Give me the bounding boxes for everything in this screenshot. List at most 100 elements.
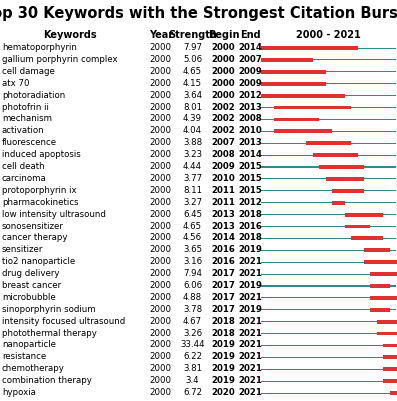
- Bar: [384, 367, 397, 371]
- Text: 2017: 2017: [212, 305, 235, 314]
- Bar: [261, 226, 396, 227]
- Text: 2000: 2000: [150, 67, 172, 76]
- Bar: [261, 143, 396, 144]
- Text: 2019: 2019: [238, 281, 262, 290]
- Text: 2009: 2009: [238, 67, 262, 76]
- Text: 3.88: 3.88: [183, 138, 202, 147]
- Text: 2021: 2021: [238, 269, 262, 278]
- Text: 2020: 2020: [212, 388, 235, 397]
- Text: Year: Year: [149, 30, 173, 40]
- Bar: [261, 178, 396, 179]
- Text: 3.78: 3.78: [183, 305, 202, 314]
- Bar: [384, 379, 397, 383]
- Text: 2014: 2014: [212, 233, 235, 242]
- Text: 4.65: 4.65: [183, 221, 202, 231]
- Text: 2000: 2000: [150, 221, 172, 231]
- Text: 2014: 2014: [238, 43, 262, 52]
- Text: 2014: 2014: [238, 150, 262, 159]
- Text: 2000: 2000: [150, 186, 172, 195]
- Text: mechanism: mechanism: [2, 114, 52, 124]
- Bar: [261, 119, 396, 120]
- Text: 2002: 2002: [212, 126, 235, 135]
- Bar: [345, 225, 370, 229]
- Text: 2000: 2000: [212, 79, 235, 88]
- Text: 6.72: 6.72: [183, 388, 202, 397]
- Text: 4.39: 4.39: [183, 114, 202, 124]
- Bar: [261, 345, 396, 346]
- Bar: [261, 238, 396, 239]
- Text: 2013: 2013: [238, 138, 262, 147]
- Text: 3.65: 3.65: [183, 245, 202, 254]
- Bar: [261, 321, 396, 322]
- Text: 2000: 2000: [150, 376, 172, 385]
- Text: 4.67: 4.67: [183, 317, 202, 326]
- Text: 2000: 2000: [150, 364, 172, 373]
- Bar: [261, 95, 396, 96]
- Text: 2019: 2019: [238, 245, 262, 254]
- Text: 2000: 2000: [212, 55, 235, 64]
- Text: 6.06: 6.06: [183, 281, 202, 290]
- Text: 8.01: 8.01: [183, 103, 202, 111]
- Text: 4.15: 4.15: [183, 79, 202, 88]
- Bar: [326, 177, 364, 181]
- Bar: [261, 369, 396, 370]
- Bar: [261, 131, 396, 132]
- Text: 2000: 2000: [150, 43, 172, 52]
- Text: combination therapy: combination therapy: [2, 376, 92, 385]
- Text: 3.81: 3.81: [183, 364, 202, 373]
- Text: 2000: 2000: [150, 352, 172, 361]
- Text: sensitizer: sensitizer: [2, 245, 43, 254]
- Text: 2000: 2000: [150, 198, 172, 207]
- Text: 2009: 2009: [238, 79, 262, 88]
- Text: 2007: 2007: [212, 138, 235, 147]
- Text: breast cancer: breast cancer: [2, 281, 61, 290]
- Bar: [261, 48, 396, 49]
- Bar: [364, 248, 390, 252]
- Bar: [370, 296, 397, 300]
- Text: 2010: 2010: [238, 126, 262, 135]
- Text: 2015: 2015: [238, 186, 262, 195]
- Bar: [306, 141, 351, 145]
- Text: 2000: 2000: [150, 162, 172, 171]
- Bar: [261, 273, 396, 275]
- Bar: [345, 213, 384, 217]
- Text: 2000: 2000: [150, 114, 172, 124]
- Bar: [332, 201, 345, 205]
- Text: 4.44: 4.44: [183, 162, 202, 171]
- Bar: [261, 46, 358, 50]
- Text: 2000: 2000: [150, 281, 172, 290]
- Text: 2000: 2000: [150, 293, 172, 302]
- Text: 2000: 2000: [150, 269, 172, 278]
- Text: 2016: 2016: [238, 221, 262, 231]
- Text: 2002: 2002: [212, 103, 235, 111]
- Text: 2017: 2017: [212, 269, 235, 278]
- Text: 2019: 2019: [238, 305, 262, 314]
- Bar: [261, 94, 345, 97]
- Bar: [261, 82, 326, 86]
- Text: 3.4: 3.4: [186, 376, 199, 385]
- Text: pharmacokinetics: pharmacokinetics: [2, 198, 79, 207]
- Text: 2002: 2002: [212, 114, 235, 124]
- Bar: [364, 260, 397, 264]
- Text: tio2 nanoparticle: tio2 nanoparticle: [2, 257, 75, 266]
- Text: 2000: 2000: [150, 210, 172, 219]
- Bar: [377, 332, 397, 336]
- Text: low intensity ultrasound: low intensity ultrasound: [2, 210, 106, 219]
- Text: 2009: 2009: [212, 162, 235, 171]
- Text: intensity focused ultrasound: intensity focused ultrasound: [2, 317, 125, 326]
- Text: 2012: 2012: [238, 198, 262, 207]
- Text: cell damage: cell damage: [2, 67, 55, 76]
- Bar: [370, 308, 390, 312]
- Text: cell death: cell death: [2, 162, 44, 171]
- Text: 2008: 2008: [238, 114, 262, 124]
- Text: 2018: 2018: [212, 317, 235, 326]
- Bar: [274, 105, 351, 109]
- Bar: [261, 83, 396, 84]
- Text: 2019: 2019: [212, 364, 235, 373]
- Text: 2000: 2000: [150, 103, 172, 111]
- Text: 2017: 2017: [212, 281, 235, 290]
- Text: nanoparticle: nanoparticle: [2, 340, 56, 349]
- Bar: [261, 309, 396, 310]
- Bar: [274, 130, 332, 133]
- Text: 3.64: 3.64: [183, 91, 202, 99]
